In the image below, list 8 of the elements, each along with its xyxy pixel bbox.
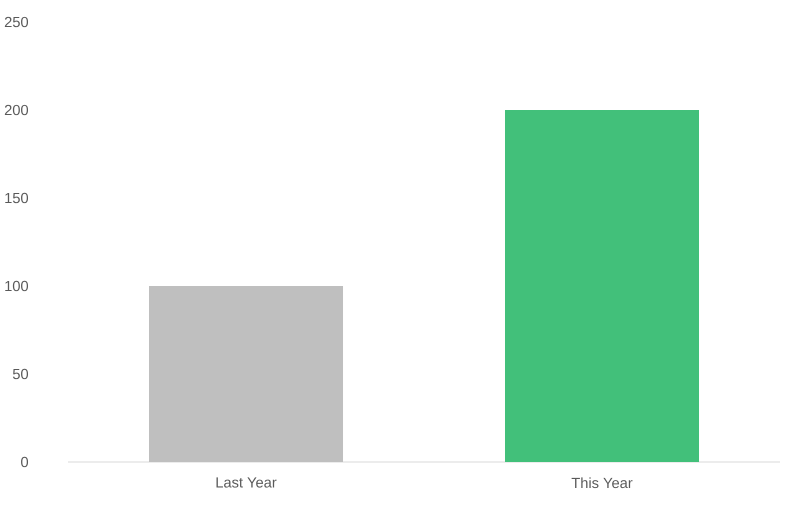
y-tick-label: 100 <box>5 280 28 292</box>
y-tick-label: 150 <box>5 192 28 204</box>
y-tick-label: 50 <box>12 368 28 380</box>
y-tick-label: 200 <box>4 104 28 116</box>
y-tick-label: 0 <box>21 456 28 468</box>
x-tick-label: This Year <box>572 477 632 488</box>
x-tick-label: Last Year <box>216 477 276 488</box>
y-tick-label: 250 <box>4 16 28 28</box>
